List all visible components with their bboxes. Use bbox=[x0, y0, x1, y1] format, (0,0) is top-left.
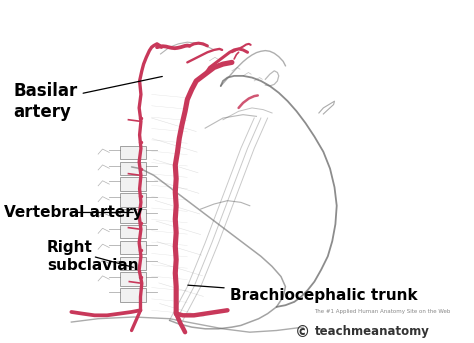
Bar bbox=[120, 209, 146, 223]
Bar bbox=[120, 288, 146, 302]
Text: Basilar
artery: Basilar artery bbox=[13, 76, 162, 121]
Bar bbox=[120, 272, 146, 286]
Bar bbox=[120, 177, 146, 191]
Text: Brachiocephalic trunk: Brachiocephalic trunk bbox=[188, 285, 417, 303]
Bar bbox=[120, 257, 146, 270]
Bar bbox=[120, 146, 146, 159]
Text: The #1 Applied Human Anatomy Site on the Web: The #1 Applied Human Anatomy Site on the… bbox=[314, 309, 451, 314]
Bar bbox=[120, 225, 146, 238]
Text: Vertebral artery: Vertebral artery bbox=[4, 205, 143, 220]
Text: Right
subclavian: Right subclavian bbox=[47, 240, 138, 272]
Bar bbox=[120, 162, 146, 175]
Bar bbox=[120, 241, 146, 254]
Bar bbox=[120, 193, 146, 207]
Text: teachmeanatomy: teachmeanatomy bbox=[314, 326, 429, 339]
Text: ©: © bbox=[295, 326, 310, 341]
